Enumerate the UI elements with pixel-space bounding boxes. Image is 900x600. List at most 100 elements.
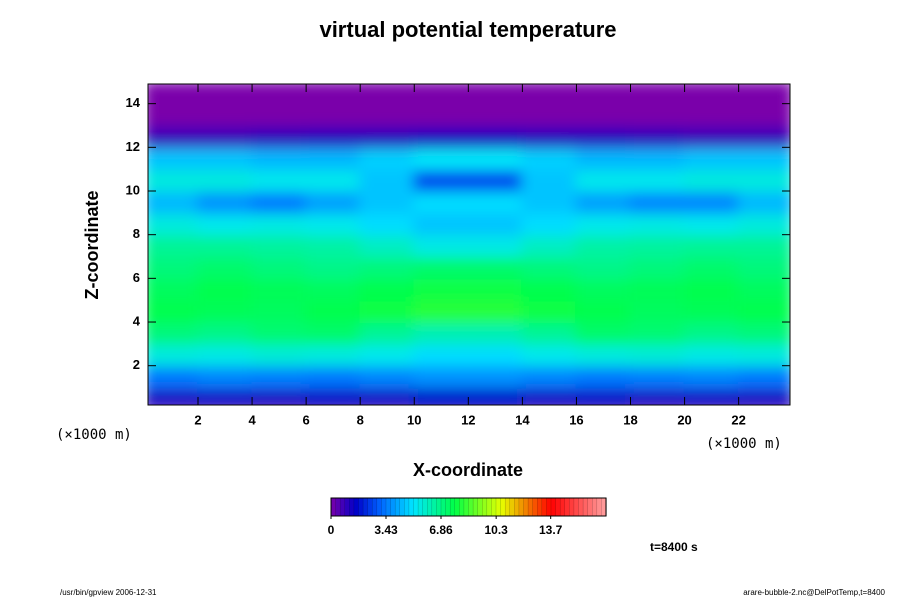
heatmap-cell <box>737 146 790 171</box>
heatmap-cell <box>683 168 740 192</box>
heatmap-cell <box>521 386 578 405</box>
colorbar-swatch <box>504 497 511 517</box>
heatmap-cell <box>521 168 578 192</box>
colorbar-swatch <box>445 497 451 517</box>
colorbar-swatch <box>339 497 346 517</box>
colorbar-swatch <box>527 497 534 517</box>
colorbar-tick-label: 3.43 <box>374 523 398 537</box>
heatmap-cell <box>467 364 524 389</box>
heatmap-cell <box>629 102 686 127</box>
heatmap-cell <box>197 168 254 192</box>
x-tick-label: 6 <box>303 412 310 427</box>
heatmap-cell <box>148 211 200 236</box>
heatmap-cell <box>251 190 308 214</box>
colorbar-swatch <box>532 497 538 517</box>
heatmap-cell <box>251 233 308 258</box>
heatmap-cell <box>683 277 740 302</box>
colorbar-swatch <box>555 497 561 517</box>
colorbar-swatch <box>546 497 552 517</box>
colorbar-swatch <box>582 497 589 517</box>
heatmap-cell <box>251 168 308 192</box>
heatmap-cell <box>737 386 790 405</box>
heatmap-cell <box>629 342 686 367</box>
heatmap-cell <box>575 84 632 105</box>
heatmap-cell <box>413 233 470 258</box>
heatmap-cell <box>575 102 632 127</box>
colorbar-swatch <box>431 497 438 517</box>
colorbar-swatch <box>569 497 575 517</box>
heatmap-cell <box>629 211 686 236</box>
heatmap-cell <box>575 211 632 236</box>
heatmap-cell <box>413 84 470 105</box>
x-units-label: (×1000 m) <box>706 436 782 452</box>
heatmap-cell <box>413 211 470 236</box>
heatmap-cell <box>629 233 686 258</box>
heatmap-cell <box>305 190 362 214</box>
heatmap-cell <box>359 233 416 258</box>
heatmap-cell <box>197 84 254 105</box>
x-tick-label: 22 <box>731 412 745 427</box>
heatmap-cell <box>575 299 632 324</box>
heatmap-cell <box>683 299 740 324</box>
heatmap-cell <box>148 233 200 258</box>
colorbar-frame <box>330 497 607 517</box>
heatmap-cell <box>683 321 740 345</box>
heatmap-cell <box>629 84 686 105</box>
colorbar-swatch <box>376 497 383 517</box>
heatmap-cell <box>575 124 632 149</box>
chart-title: virtual potential temperature <box>319 17 616 42</box>
y-tick-label: 12 <box>126 139 140 154</box>
colorbar-swatch <box>390 497 396 517</box>
heatmap-cell <box>413 146 470 171</box>
colorbar-swatch <box>472 497 479 517</box>
x-tick-label: 16 <box>569 412 583 427</box>
heatmap-cell <box>629 168 686 192</box>
heatmap-cell <box>467 255 524 280</box>
heatmap-cell <box>148 342 200 367</box>
y-tick-label: 10 <box>126 182 140 197</box>
heatmap-cell <box>683 255 740 280</box>
heatmap-cell <box>683 233 740 258</box>
heatmap-cell <box>521 321 578 345</box>
heatmap-cell <box>197 277 254 302</box>
colorbar-swatch <box>518 497 525 517</box>
heatmap-cell <box>197 255 254 280</box>
colorbar-swatch <box>573 497 580 517</box>
heatmap-cell <box>467 321 524 345</box>
colorbar-swatch <box>500 497 506 517</box>
heatmap-cell <box>683 386 740 405</box>
colorbar-swatch <box>587 497 593 517</box>
colorbar-swatch <box>468 497 474 517</box>
heatmap-cell <box>629 124 686 149</box>
colorbar-swatch <box>385 497 392 517</box>
plot-area <box>148 84 790 405</box>
heatmap-cell <box>737 364 790 389</box>
heatmap-cell <box>683 211 740 236</box>
x-tick-label: 20 <box>677 412 691 427</box>
heatmap-cell <box>359 299 416 324</box>
heatmap-cell <box>413 168 470 192</box>
heatmap-cell <box>575 233 632 258</box>
heatmap-cell <box>521 342 578 367</box>
heatmap-cell <box>305 211 362 236</box>
colorbar-swatch <box>372 497 378 517</box>
colorbar-swatch <box>381 497 387 517</box>
colorbar-swatch <box>463 497 470 517</box>
heatmap-cell <box>197 299 254 324</box>
heatmap-cell <box>467 386 524 405</box>
colorbar-swatch <box>362 497 369 517</box>
heatmap-cell <box>148 386 200 405</box>
heatmap-cell <box>629 299 686 324</box>
heatmap-cell <box>521 146 578 171</box>
heatmap-cell <box>737 124 790 149</box>
heatmap-cell <box>413 190 470 214</box>
heatmap-cell <box>359 102 416 127</box>
heatmap-cell <box>359 277 416 302</box>
colorbar-swatch <box>427 497 433 517</box>
heatmap-cell <box>305 168 362 192</box>
footer-left: /usr/bin/gpview 2006-12-31 <box>60 588 157 597</box>
heatmap-cell <box>413 102 470 127</box>
colorbar-swatch <box>335 497 341 517</box>
heatmap-cell <box>359 364 416 389</box>
y-tick-label: 4 <box>133 313 141 328</box>
